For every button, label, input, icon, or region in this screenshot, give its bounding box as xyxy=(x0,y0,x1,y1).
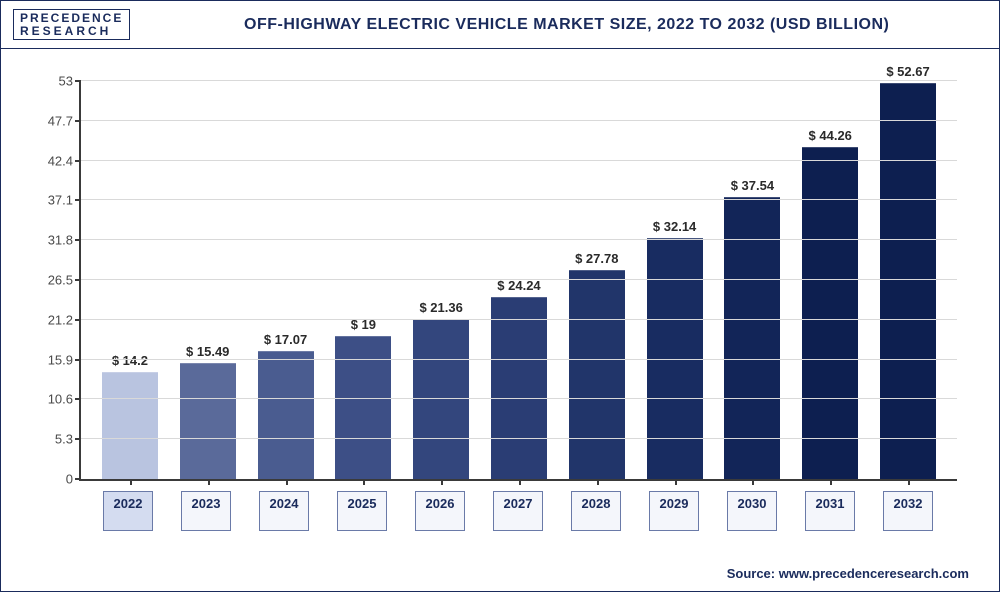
bar-value-label: $ 32.14 xyxy=(653,219,696,234)
y-tick-mark xyxy=(75,120,81,122)
brand-logo: PRECEDENCE RESEARCH xyxy=(13,9,130,40)
grid-line xyxy=(81,80,957,81)
x-category-label: 2027 xyxy=(493,491,544,531)
bar-value-label: $ 44.26 xyxy=(809,128,852,143)
x-category-label: 2030 xyxy=(727,491,778,531)
grid-line xyxy=(81,398,957,399)
bar-slot: $ 15.49 xyxy=(169,81,247,479)
bar-slot: $ 24.24 xyxy=(480,81,558,479)
bar-value-label: $ 27.78 xyxy=(575,251,618,266)
source-text: Source: www.precedenceresearch.com xyxy=(727,566,969,581)
x-category-label: 2028 xyxy=(571,491,622,531)
bar-value-label: $ 21.36 xyxy=(419,300,462,315)
y-tick-label: 5.3 xyxy=(55,432,73,447)
bar-value-label: $ 24.24 xyxy=(497,278,540,293)
grid-line xyxy=(81,199,957,200)
bar xyxy=(180,363,236,479)
logo-line1: PRECEDENCE xyxy=(20,12,123,25)
y-tick-label: 21.2 xyxy=(48,312,73,327)
bar xyxy=(569,270,625,479)
y-tick-mark xyxy=(75,199,81,201)
x-axis-labels: 2022 2023 2024 2025 2026 2027 2028 2029 2030 2031… xyxy=(79,481,957,531)
x-label-slot: 2025 xyxy=(323,481,401,531)
bar-slot: $ 19 xyxy=(324,81,402,479)
plot-region: $ 14.2 $ 15.49 $ 17.07 $ 19 $ 21.36 $ 24.24 $ … xyxy=(79,81,957,481)
bar xyxy=(102,372,158,479)
grid-line xyxy=(81,279,957,280)
x-category-label: 2026 xyxy=(415,491,466,531)
y-tick-label: 53 xyxy=(59,74,73,89)
bar xyxy=(880,83,936,479)
x-label-slot: 2023 xyxy=(167,481,245,531)
bar-slot: $ 27.78 xyxy=(558,81,636,479)
x-category-label: 2024 xyxy=(259,491,310,531)
bar xyxy=(802,147,858,479)
y-tick-mark xyxy=(75,80,81,82)
bar-value-label: $ 37.54 xyxy=(731,178,774,193)
bar-slot: $ 21.36 xyxy=(402,81,480,479)
x-label-slot: 2027 xyxy=(479,481,557,531)
bar-slot: $ 17.07 xyxy=(247,81,325,479)
x-label-slot: 2030 xyxy=(713,481,791,531)
y-tick-mark xyxy=(75,239,81,241)
bar-value-label: $ 15.49 xyxy=(186,344,229,359)
y-tick-label: 37.1 xyxy=(48,193,73,208)
y-tick-label: 10.6 xyxy=(48,392,73,407)
y-tick-label: 42.4 xyxy=(48,153,73,168)
x-label-slot: 2032 xyxy=(869,481,947,531)
x-category-label: 2029 xyxy=(649,491,700,531)
x-category-label: 2022 xyxy=(103,491,154,531)
bar-slot: $ 52.67 xyxy=(869,81,947,479)
y-tick-mark xyxy=(75,478,81,480)
y-tick-mark xyxy=(75,438,81,440)
bar-slot: $ 37.54 xyxy=(714,81,792,479)
logo-line2: RESEARCH xyxy=(20,25,123,38)
bar xyxy=(258,351,314,479)
x-label-slot: 2031 xyxy=(791,481,869,531)
y-tick-mark xyxy=(75,398,81,400)
bars-group: $ 14.2 $ 15.49 $ 17.07 $ 19 $ 21.36 $ 24.24 $ … xyxy=(81,81,957,479)
x-label-slot: 2024 xyxy=(245,481,323,531)
bar-value-label: $ 17.07 xyxy=(264,332,307,347)
chart-title: OFF-HIGHWAY ELECTRIC VEHICLE MARKET SIZE… xyxy=(146,16,987,34)
y-tick-label: 47.7 xyxy=(48,113,73,128)
x-category-label: 2023 xyxy=(181,491,232,531)
y-tick-label: 26.5 xyxy=(48,273,73,288)
y-tick-label: 0 xyxy=(66,472,73,487)
grid-line xyxy=(81,438,957,439)
x-label-slot: 2028 xyxy=(557,481,635,531)
grid-line xyxy=(81,120,957,121)
chart-container: PRECEDENCE RESEARCH OFF-HIGHWAY ELECTRIC… xyxy=(0,0,1000,592)
grid-line xyxy=(81,359,957,360)
x-label-slot: 2026 xyxy=(401,481,479,531)
grid-line xyxy=(81,239,957,240)
x-category-label: 2025 xyxy=(337,491,388,531)
header-row: PRECEDENCE RESEARCH OFF-HIGHWAY ELECTRIC… xyxy=(1,1,999,49)
y-tick-label: 31.8 xyxy=(48,233,73,248)
y-tick-label: 15.9 xyxy=(48,352,73,367)
bar-slot: $ 44.26 xyxy=(791,81,869,479)
bar xyxy=(491,297,547,479)
y-tick-mark xyxy=(75,319,81,321)
chart-area: $ 14.2 $ 15.49 $ 17.07 $ 19 $ 21.36 $ 24.24 $ … xyxy=(31,71,969,531)
bar-slot: $ 32.14 xyxy=(636,81,714,479)
y-tick-mark xyxy=(75,279,81,281)
bar-slot: $ 14.2 xyxy=(91,81,169,479)
x-label-slot: 2022 xyxy=(89,481,167,531)
grid-line xyxy=(81,319,957,320)
x-category-label: 2032 xyxy=(883,491,934,531)
bar-value-label: $ 14.2 xyxy=(112,353,148,368)
bar-value-label: $ 52.67 xyxy=(886,64,929,79)
y-tick-mark xyxy=(75,160,81,162)
x-label-slot: 2029 xyxy=(635,481,713,531)
x-category-label: 2031 xyxy=(805,491,856,531)
grid-line xyxy=(81,160,957,161)
y-tick-mark xyxy=(75,359,81,361)
